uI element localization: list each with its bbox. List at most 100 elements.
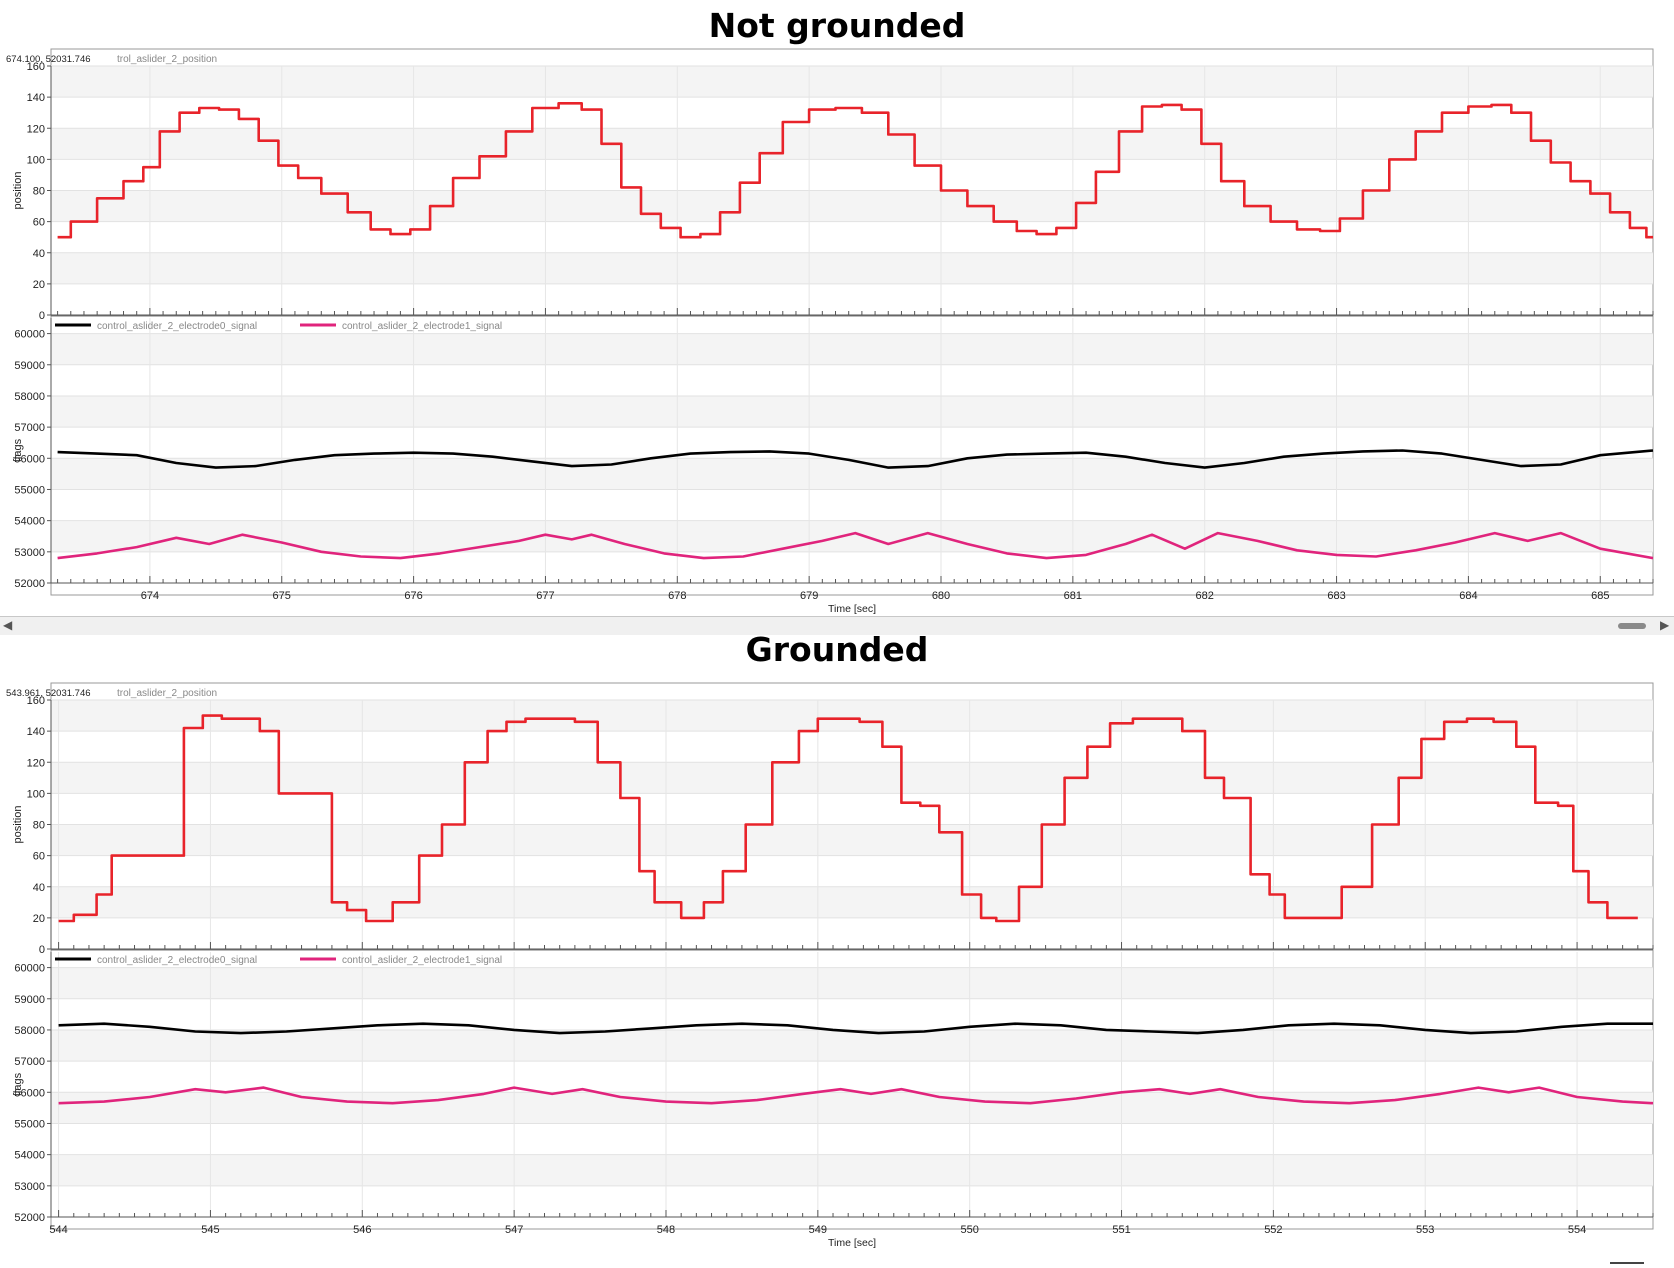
gr-position-ytick-label: 160 [27, 695, 45, 707]
scroll-right-arrow-icon[interactable]: ▶ [1660, 618, 1670, 632]
gr-position-ytick-label: 0 [39, 944, 45, 956]
ng-position-band [51, 252, 1653, 284]
ng-flags-ytick-label: 60000 [14, 329, 45, 341]
grounded-figure: 543.961, 52031.746 trol_aslider_2_positio… [6, 682, 1654, 1249]
gr-flags-series-0-line [58, 1022, 1653, 1035]
minimize-indicator [1610, 1262, 1644, 1264]
ng-xtick-label: 679 [800, 590, 818, 602]
gr-flags-band [51, 967, 1653, 999]
horizontal-scrollbar[interactable]: ◀ ▶ [0, 616, 1674, 635]
gr-xtick-label: 551 [1112, 1224, 1130, 1236]
gr-top-legend: trol_aslider_2_position [117, 688, 217, 699]
ng-flags-band [51, 458, 1653, 490]
not-grounded-figure: 674.100, 52031.746 trol_aslider_2_positio… [6, 48, 1654, 615]
gr-flags-ytick-label: 53000 [14, 1181, 45, 1193]
ng-flags-ytick-label: 54000 [14, 516, 45, 528]
gr-xtick-label: 548 [657, 1224, 675, 1236]
ng-position-ytick-label: 20 [33, 279, 45, 291]
gr-xtick-label: 550 [961, 1224, 979, 1236]
gr-position-ytick-label: 120 [27, 757, 45, 769]
ng-flags-ytick-label: 57000 [14, 422, 45, 434]
gr-position-band [51, 762, 1653, 794]
gr-xtick-label: 553 [1416, 1224, 1434, 1236]
gr-flags-ytick-label: 59000 [14, 994, 45, 1006]
gr-xtick-label: 544 [49, 1224, 67, 1236]
ng-position-ytick-label: 120 [27, 123, 45, 135]
ng-position-ytick-label: 0 [39, 310, 45, 322]
title-not-grounded: Not grounded [708, 6, 966, 45]
gr-xtick-label: 547 [505, 1224, 523, 1236]
gr-flags-ytick-label: 56000 [14, 1087, 45, 1099]
gr-flags-ytick-label: 57000 [14, 1056, 45, 1068]
ng-flags-series-0-line [57, 449, 1654, 469]
gr-position-series-0-line [58, 714, 1638, 923]
ng-flags-band [51, 333, 1653, 365]
scrollbar-thumb[interactable] [1618, 623, 1646, 629]
ng-flags-ytick-label: 53000 [14, 547, 45, 559]
ng-xtick-label: 678 [668, 590, 686, 602]
ng-position-band [51, 128, 1653, 160]
ng-flags-band [51, 395, 1653, 428]
gr-xtick-label: 549 [809, 1224, 827, 1236]
ng-flags-ytick-label: 55000 [14, 484, 45, 496]
ng-position-ytick-label: 140 [27, 92, 45, 104]
ng-position-ytick-label: 60 [33, 217, 45, 229]
ng-flags-legend-label-0: control_aslider_2_electrode0_signal [97, 321, 257, 332]
ng-flags-ytick-label: 58000 [14, 391, 45, 403]
ng-flags-ylabel: flags [12, 438, 24, 462]
gr-xtick-label: 545 [201, 1224, 219, 1236]
ng-top-legend: trol_aslider_2_position [117, 54, 217, 65]
ng-xtick-label: 674 [141, 590, 159, 602]
ng-flags-legend-label-1: control_aslider_2_electrode1_signal [342, 321, 502, 332]
gr-position-band [51, 886, 1653, 918]
ng-position-ytick-label: 160 [27, 61, 45, 73]
ng-xtick-label: 681 [1064, 590, 1082, 602]
scroll-left-arrow-icon[interactable]: ◀ [3, 618, 13, 632]
ng-flags-ytick-label: 52000 [14, 578, 45, 590]
ng-xtick-label: 677 [536, 590, 554, 602]
ng-xtick-label: 683 [1327, 590, 1345, 602]
gr-flags-ytick-label: 58000 [14, 1025, 45, 1037]
ng-position-band [51, 66, 1653, 98]
ng-position-series-0-line [57, 102, 1653, 239]
gr-position-ytick-label: 40 [33, 882, 45, 894]
ng-position-band [51, 190, 1653, 222]
ng-cursor-readout: 674.100, 52031.746 [6, 54, 91, 65]
gr-xtick-label: 546 [353, 1224, 371, 1236]
ng-position-ytick-label: 40 [33, 248, 45, 260]
ng-position-ytick-label: 100 [27, 154, 45, 166]
gr-flags-legend-label-1: control_aslider_2_electrode1_signal [342, 955, 502, 966]
gr-flags-ytick-label: 60000 [14, 963, 45, 975]
ng-xtick-label: 675 [273, 590, 291, 602]
gr-flags-series-1-line [58, 1086, 1654, 1105]
ng-xtick-label: 685 [1591, 590, 1609, 602]
ng-xtick-label: 680 [932, 590, 950, 602]
bottom-status-strip [0, 1255, 1674, 1268]
gr-flags-ytick-label: 54000 [14, 1150, 45, 1162]
gr-flags-band [51, 1029, 1653, 1062]
gr-flags-band [51, 1154, 1653, 1186]
gr-position-ytick-label: 20 [33, 913, 45, 925]
ng-xtick-label: 684 [1459, 590, 1477, 602]
ng-position-ylabel: position [12, 172, 24, 210]
ng-flags-band [51, 520, 1653, 552]
ng-position-ytick-label: 80 [33, 186, 45, 198]
gr-xtick-label: 552 [1264, 1224, 1282, 1236]
gr-xtick-label: 554 [1568, 1224, 1586, 1236]
gr-flags-ytick-label: 55000 [14, 1118, 45, 1130]
gr-position-ytick-label: 80 [33, 820, 45, 832]
gr-position-ylabel: position [12, 806, 24, 844]
gr-position-ytick-label: 60 [33, 851, 45, 863]
ng-flags-ytick-label: 56000 [14, 453, 45, 465]
gr-position-ytick-label: 100 [27, 788, 45, 800]
ng-xlabel: Time [sec] [828, 603, 876, 615]
gr-cursor-readout: 543.961, 52031.746 [6, 688, 91, 699]
ng-flags-ytick-label: 59000 [14, 360, 45, 372]
gr-flags-ylabel: flags [12, 1072, 24, 1096]
gr-position-band [51, 700, 1653, 732]
gr-position-band [51, 824, 1653, 856]
ng-xtick-label: 682 [1196, 590, 1214, 602]
gr-flags-legend-label-0: control_aslider_2_electrode0_signal [97, 955, 257, 966]
gr-position-ytick-label: 140 [27, 726, 45, 738]
ng-flags-series-1-line [57, 531, 1654, 560]
